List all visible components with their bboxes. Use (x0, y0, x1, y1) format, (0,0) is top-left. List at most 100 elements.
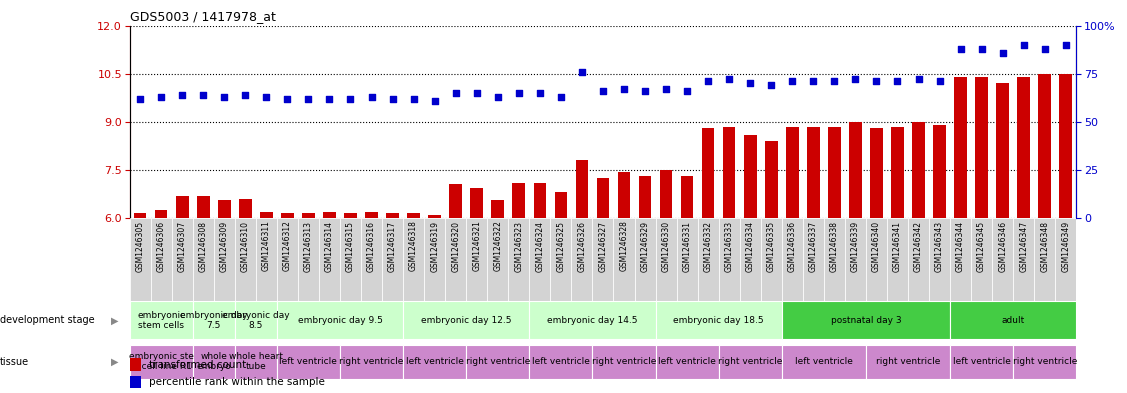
Bar (639, 176, 651, 218)
Bar (281, 213, 294, 218)
Bar (929, 218, 950, 301)
Bar (491, 200, 504, 218)
Text: GSM1246318: GSM1246318 (409, 220, 418, 272)
Text: right ventricle: right ventricle (876, 357, 940, 366)
Point (951, 46, 969, 52)
Text: GDS5003 / 1417978_at: GDS5003 / 1417978_at (130, 10, 275, 23)
Point (1057, 42, 1075, 48)
Text: embryonic ste
m cell line R1: embryonic ste m cell line R1 (128, 352, 194, 371)
Bar (176, 196, 188, 218)
Bar (975, 77, 988, 218)
Bar (197, 196, 210, 218)
Bar (193, 218, 214, 301)
Text: GSM1246331: GSM1246331 (683, 220, 692, 272)
Text: GSM1246347: GSM1246347 (1019, 220, 1028, 272)
Text: GSM1246329: GSM1246329 (640, 220, 649, 272)
Point (237, 92, 255, 98)
Text: GSM1246322: GSM1246322 (494, 220, 503, 272)
Text: whole heart
tube: whole heart tube (229, 352, 283, 371)
Text: left ventricle: left ventricle (952, 357, 1011, 366)
Bar (950, 218, 971, 301)
Text: GSM1246320: GSM1246320 (451, 220, 460, 272)
Text: GSM1246315: GSM1246315 (346, 220, 355, 272)
Text: GSM1246328: GSM1246328 (620, 220, 629, 272)
Point (152, 94, 170, 100)
Bar (681, 176, 693, 218)
Text: GSM1246330: GSM1246330 (662, 220, 671, 272)
Point (468, 90, 486, 96)
Text: right ventricle: right ventricle (718, 357, 782, 366)
Bar (550, 218, 571, 301)
Text: GSM1246325: GSM1246325 (557, 220, 566, 272)
Bar (344, 213, 357, 218)
Bar (277, 301, 403, 339)
Text: left ventricle: left ventricle (658, 357, 716, 366)
Point (383, 95, 401, 102)
Bar (912, 122, 925, 218)
Bar (1018, 77, 1030, 218)
Point (762, 82, 780, 88)
Bar (256, 218, 277, 301)
Text: right ventricle: right ventricle (1012, 357, 1077, 366)
Point (888, 78, 906, 84)
Bar (508, 218, 530, 301)
Point (257, 94, 275, 100)
Bar (849, 122, 862, 218)
Text: left ventricle: left ventricle (532, 357, 589, 366)
Text: GSM1246314: GSM1246314 (325, 220, 334, 272)
Text: postnatal day 3: postnatal day 3 (831, 316, 902, 325)
Bar (234, 218, 256, 301)
Bar (739, 218, 761, 301)
Text: GSM1246345: GSM1246345 (977, 220, 986, 272)
Text: GSM1246341: GSM1246341 (893, 220, 902, 272)
Bar (234, 345, 277, 378)
Text: GSM1246307: GSM1246307 (178, 220, 187, 272)
Text: GSM1246321: GSM1246321 (472, 220, 481, 272)
Text: GSM1246323: GSM1246323 (514, 220, 523, 272)
Bar (656, 345, 719, 378)
Point (131, 95, 149, 102)
Bar (596, 178, 610, 218)
Text: GSM1246335: GSM1246335 (766, 220, 775, 272)
Text: GSM1246340: GSM1246340 (872, 220, 881, 272)
Text: GSM1246346: GSM1246346 (999, 220, 1008, 272)
Text: ▶: ▶ (110, 315, 118, 325)
Bar (171, 218, 193, 301)
Bar (298, 218, 319, 301)
Text: GSM1246305: GSM1246305 (135, 220, 144, 272)
Bar (1055, 218, 1076, 301)
Bar (130, 301, 193, 339)
Bar (656, 301, 782, 339)
Text: ▶: ▶ (110, 356, 118, 367)
Bar (722, 127, 736, 218)
Text: GSM1246324: GSM1246324 (535, 220, 544, 272)
Text: GSM1246338: GSM1246338 (829, 220, 838, 272)
Point (1014, 42, 1032, 48)
Bar (424, 218, 445, 301)
Point (846, 76, 864, 83)
Point (615, 86, 633, 92)
Bar (702, 128, 715, 218)
Bar (656, 218, 676, 301)
Bar (193, 345, 234, 378)
Point (278, 95, 296, 102)
Bar (782, 301, 950, 339)
Bar (1035, 218, 1055, 301)
Point (320, 95, 338, 102)
Text: GSM1246309: GSM1246309 (220, 220, 229, 272)
Text: GSM1246327: GSM1246327 (598, 220, 607, 272)
Bar (130, 376, 142, 388)
Point (446, 90, 464, 96)
Bar (403, 345, 467, 378)
Bar (277, 218, 298, 301)
Bar (744, 135, 756, 218)
Bar (487, 218, 508, 301)
Bar (676, 218, 698, 301)
Point (868, 78, 886, 84)
Point (994, 50, 1012, 56)
Text: GSM1246334: GSM1246334 (746, 220, 755, 272)
Bar (576, 160, 588, 218)
Text: GSM1246337: GSM1246337 (809, 220, 818, 272)
Bar (239, 199, 251, 218)
Point (783, 78, 801, 84)
